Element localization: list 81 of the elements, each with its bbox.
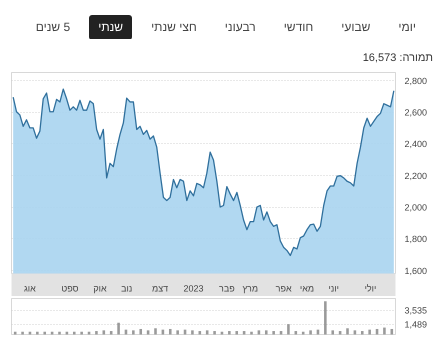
y-tick-label: 1,489	[404, 320, 428, 330]
text: חצי שנתי	[150, 19, 198, 36]
y-tick-label: 2,200	[404, 170, 428, 181]
bar	[88, 332, 90, 334]
bar	[176, 330, 179, 334]
bar	[280, 331, 282, 334]
y-tick-label: 2,800	[404, 76, 428, 86]
bar	[102, 330, 106, 334]
bar	[338, 331, 342, 334]
x-tick-label: 2023	[183, 284, 204, 294]
bar	[36, 332, 39, 334]
bar	[316, 330, 320, 334]
bar	[258, 330, 260, 334]
bar	[287, 324, 290, 334]
bar	[220, 332, 224, 334]
bar	[72, 332, 76, 334]
bar	[198, 331, 202, 334]
x-tick-label: יוני	[328, 284, 339, 294]
bar	[146, 330, 150, 334]
text: יומי	[397, 19, 417, 36]
bar	[383, 328, 386, 334]
bar	[58, 332, 61, 334]
bar	[242, 331, 246, 334]
text: 5 שנים	[34, 19, 72, 36]
bar	[184, 330, 186, 334]
bar	[28, 332, 32, 334]
bar	[154, 328, 157, 334]
bar	[66, 332, 68, 334]
text: תמורה: 16,573	[362, 51, 433, 66]
bar	[43, 332, 46, 334]
bar	[206, 330, 208, 334]
bar	[250, 332, 253, 334]
x-tick-label: מאי	[300, 284, 314, 294]
text: חודשי	[282, 19, 314, 36]
text: שנתי	[89, 15, 132, 40]
bar	[50, 332, 54, 334]
bar	[80, 332, 83, 334]
x-tick-label: מרץ	[242, 284, 258, 294]
x-tick-label: יולי	[364, 284, 376, 294]
bar	[331, 330, 334, 334]
x-tick-label: אפר	[276, 284, 292, 294]
bar	[228, 331, 231, 334]
bar	[124, 330, 128, 334]
x-tick-label: פבר	[219, 284, 235, 294]
bar	[309, 330, 312, 334]
bar	[302, 332, 304, 334]
bar	[110, 331, 112, 334]
text: רבעוני	[224, 19, 257, 36]
bar	[191, 330, 194, 334]
bar	[294, 331, 298, 334]
y-tick-label: 2,000	[404, 202, 428, 213]
y-tick-label: 2,400	[404, 139, 428, 150]
text: שבועי	[340, 19, 372, 36]
bar	[324, 301, 327, 334]
bar	[360, 331, 364, 334]
bar	[21, 332, 24, 334]
y-tick-label: 2,600	[404, 108, 428, 118]
bar	[354, 330, 356, 334]
bar	[213, 331, 216, 334]
x-tick-label: נוב	[121, 284, 132, 294]
bar	[376, 328, 378, 334]
bar	[368, 330, 371, 334]
x-tick-label: ספט	[61, 284, 79, 294]
bar	[168, 328, 172, 334]
y-tick-label: 3,535	[404, 306, 428, 316]
bar	[390, 328, 394, 334]
bar	[272, 331, 275, 334]
bar	[132, 330, 135, 334]
bar	[346, 328, 349, 334]
bar	[117, 322, 120, 334]
y-tick-label: 1,800	[404, 234, 428, 244]
bar	[162, 330, 164, 334]
bar	[264, 330, 268, 334]
x-tick-label: אוק	[93, 284, 107, 294]
y-tick-label: 1,600	[404, 266, 428, 276]
bar	[235, 331, 238, 334]
bar	[139, 328, 142, 334]
x-tick-label: אוג	[24, 284, 36, 294]
x-tick-label: דצמ	[152, 284, 168, 294]
bar	[95, 331, 98, 334]
bar	[14, 332, 16, 334]
